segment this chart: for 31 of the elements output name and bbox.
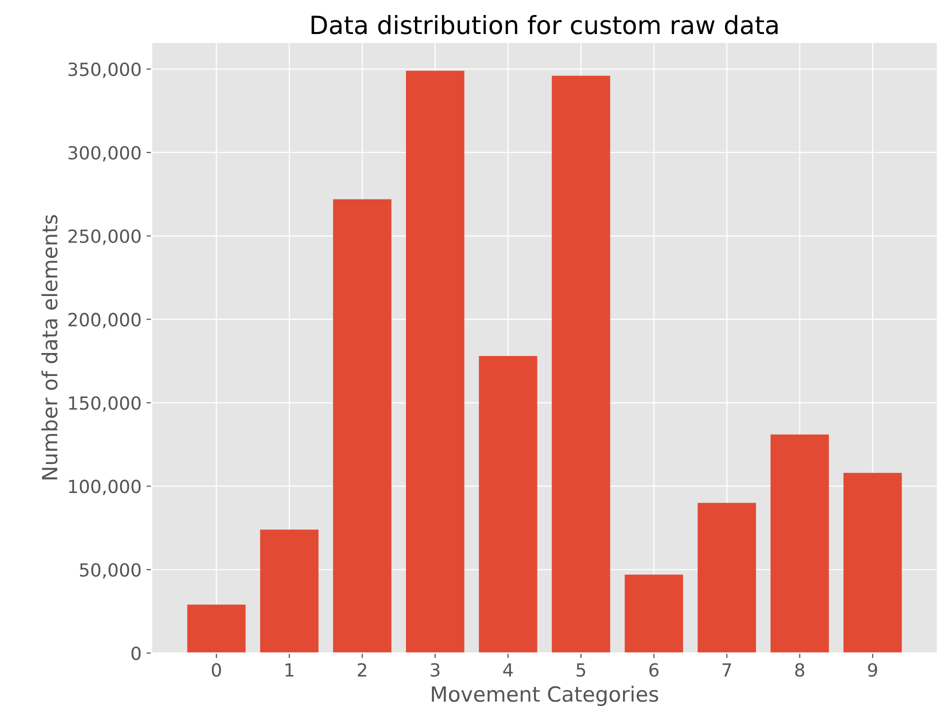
- x-tick-label: 3: [430, 663, 440, 677]
- y-tick-label: 0: [132, 646, 141, 660]
- bar: [260, 530, 318, 654]
- x-tick-label: 1: [286, 663, 294, 676]
- y-axis-title: Number of data elements: [41, 215, 58, 480]
- y-tick-label: 150,000: [69, 396, 141, 412]
- bar: [333, 199, 392, 654]
- x-axis-title: Movement Categories: [432, 686, 658, 706]
- y-tick-label: 300,000: [68, 146, 141, 162]
- bar: [770, 434, 829, 654]
- y-tick-label: 200,000: [68, 312, 141, 328]
- bar: [552, 76, 610, 654]
- x-tick-label: 7: [722, 663, 732, 676]
- bar: [187, 604, 246, 654]
- chart-title: Data distribution for custom raw data: [312, 15, 778, 34]
- y-tick-label: 50,000: [80, 563, 141, 579]
- bar: [843, 472, 902, 654]
- x-tick-label: 9: [868, 663, 878, 677]
- y-tick-label: 350,000: [68, 62, 141, 78]
- bar: [406, 70, 464, 654]
- x-tick-label: 6: [649, 663, 659, 677]
- bar: [624, 574, 684, 654]
- x-tick-label: 2: [358, 663, 366, 676]
- x-tick-label: 8: [795, 663, 804, 677]
- bar: [478, 356, 538, 654]
- x-tick-label: 4: [503, 663, 513, 676]
- y-tick-label: 100,000: [69, 480, 141, 496]
- x-tick-label: 0: [212, 663, 221, 677]
- bar: [698, 502, 756, 654]
- x-tick-label: 5: [576, 663, 586, 677]
- y-tick-label: 250,000: [68, 229, 141, 245]
